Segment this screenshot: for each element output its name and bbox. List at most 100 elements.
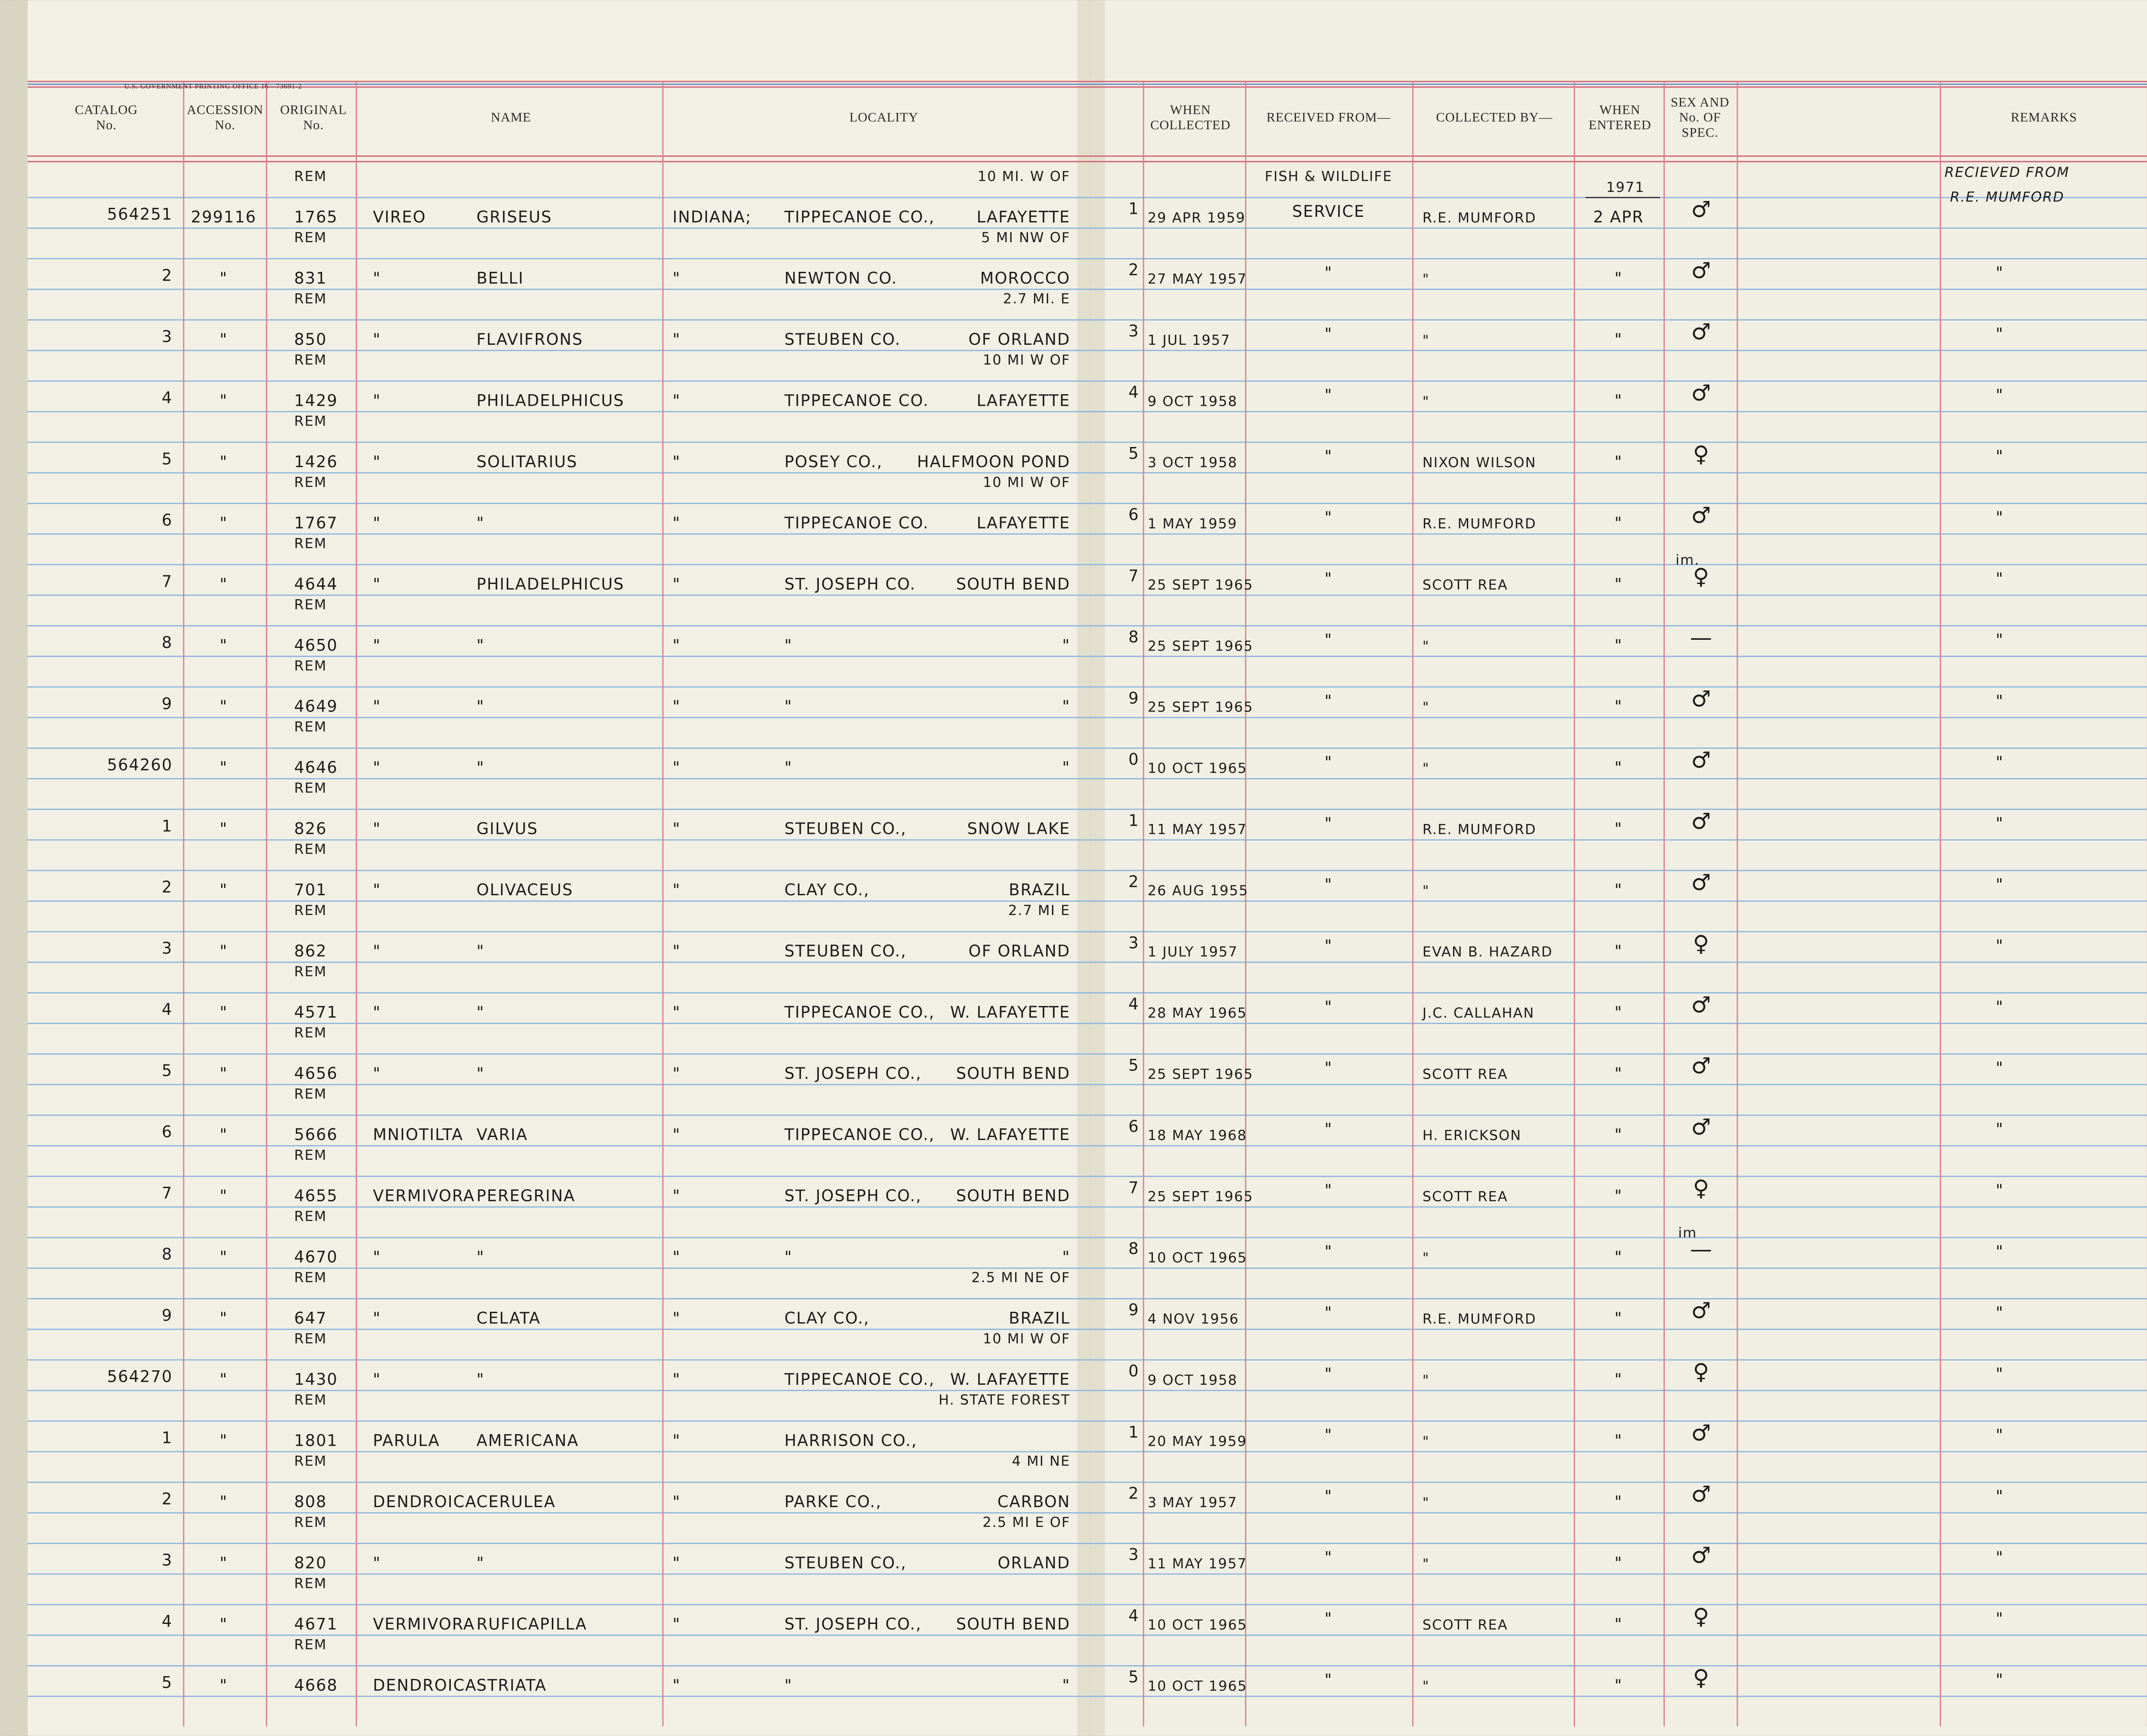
coll: " xyxy=(1423,882,1430,899)
species: VARIA xyxy=(477,1125,528,1144)
orig: 4656 xyxy=(294,1064,338,1083)
idx: 7 xyxy=(1128,1178,1139,1197)
entered: " xyxy=(1615,820,1623,838)
acc: " xyxy=(220,575,228,593)
sex: ♀ xyxy=(1693,564,1710,590)
date: 29 APR 1959 xyxy=(1148,210,1246,226)
cat: 564260 xyxy=(107,756,173,774)
recv: " xyxy=(1325,386,1333,404)
remarks: " xyxy=(1996,1609,2004,1628)
species: OLIVACEUS xyxy=(477,881,573,899)
state: " xyxy=(672,1431,681,1450)
county: STEUBEN CO., xyxy=(785,820,907,838)
genus: " xyxy=(373,758,381,777)
orig: 1767 xyxy=(294,514,338,532)
remarks: " xyxy=(1996,508,2004,526)
column-header: REMARKS xyxy=(2011,110,2077,125)
date: 1 MAY 1959 xyxy=(1148,515,1238,532)
cat: 9 xyxy=(162,1306,173,1325)
species: BELLI xyxy=(477,269,524,287)
idx: 6 xyxy=(1128,505,1139,524)
place: " xyxy=(1062,636,1070,654)
entered: " xyxy=(1615,1676,1623,1694)
recv: " xyxy=(1325,1671,1333,1689)
coll: SCOTT REA xyxy=(1423,1189,1508,1205)
remarks: " xyxy=(1996,325,2004,343)
remarks: " xyxy=(1996,1181,2004,1200)
county: ST. JOSEPH CO., xyxy=(785,1615,922,1633)
date: 26 AUG 1955 xyxy=(1148,882,1249,899)
species: " xyxy=(477,758,485,777)
rem: REM xyxy=(294,780,327,796)
cat: 7 xyxy=(162,1184,173,1202)
date: 1 JULY 1957 xyxy=(1148,944,1238,960)
state: " xyxy=(672,1554,681,1572)
acc: " xyxy=(220,881,228,899)
sex: ♂ xyxy=(1691,258,1712,284)
column-header: ENTERED xyxy=(1589,118,1651,132)
remarks: " xyxy=(1996,1059,2004,1077)
remarks: " xyxy=(1996,1120,2004,1138)
recv: " xyxy=(1325,325,1333,343)
idx: 7 xyxy=(1128,566,1139,585)
genus: " xyxy=(373,697,381,716)
genus: " xyxy=(373,453,381,471)
note: H. STATE FOREST xyxy=(939,1392,1070,1408)
date: 3 OCT 1958 xyxy=(1148,454,1238,471)
genus: VERMIVORA xyxy=(373,1187,475,1205)
recv: " xyxy=(1325,814,1333,833)
recv: " xyxy=(1325,753,1333,771)
column-header: No. xyxy=(215,118,235,132)
sex: ♀ xyxy=(1693,931,1710,957)
acc: " xyxy=(220,1493,228,1511)
note: 2.7 MI E xyxy=(1008,902,1070,918)
entered: " xyxy=(1615,1554,1623,1572)
remarks: " xyxy=(1996,447,2004,465)
state: " xyxy=(672,1003,681,1022)
acc: " xyxy=(220,453,228,471)
idx: 2 xyxy=(1128,261,1139,279)
entered: " xyxy=(1615,1003,1623,1022)
county: PARKE CO., xyxy=(785,1493,882,1511)
cat: 3 xyxy=(162,939,173,958)
species: " xyxy=(477,1003,485,1022)
idx: 0 xyxy=(1128,1362,1139,1380)
state: " xyxy=(672,636,681,654)
remarks: " xyxy=(1996,692,2004,710)
entered: " xyxy=(1615,1309,1623,1328)
species: PHILADELPHICUS xyxy=(477,575,625,593)
sex: ♂ xyxy=(1691,1481,1712,1507)
state: " xyxy=(672,942,681,961)
recv: " xyxy=(1325,1120,1333,1138)
genus: " xyxy=(373,1248,381,1266)
cat: 5 xyxy=(162,450,173,468)
rem: REM xyxy=(294,719,327,735)
rem: REM xyxy=(294,596,327,613)
rem: REM xyxy=(294,902,327,918)
county: TIPPECANOE CO. xyxy=(784,391,929,410)
coll: " xyxy=(1423,638,1430,654)
column-header: No. OF xyxy=(1679,110,1721,125)
county: " xyxy=(785,1676,793,1694)
entered: " xyxy=(1615,758,1623,777)
coll: H. ERICKSON xyxy=(1423,1127,1522,1143)
sex: ♂ xyxy=(1691,197,1712,222)
note: 2.5 MI E OF xyxy=(982,1514,1070,1530)
county: CLAY CO., xyxy=(785,881,870,899)
county: TIPPECANOE CO., xyxy=(784,208,935,226)
acc: " xyxy=(220,1187,228,1205)
state: " xyxy=(672,1309,681,1328)
entered: " xyxy=(1615,1125,1623,1144)
county: " xyxy=(785,758,793,777)
species: GILVUS xyxy=(477,820,538,838)
remarks: " xyxy=(1996,569,2004,588)
acc: " xyxy=(220,391,228,410)
idx: 1 xyxy=(1128,811,1139,830)
cat: 5 xyxy=(162,1061,173,1080)
recv: " xyxy=(1325,508,1333,526)
coll: " xyxy=(1423,1250,1430,1266)
county: STEUBEN CO., xyxy=(785,942,907,961)
coll: " xyxy=(1423,1678,1430,1694)
state: " xyxy=(672,1248,681,1266)
sex: ♀ xyxy=(1693,1359,1710,1385)
